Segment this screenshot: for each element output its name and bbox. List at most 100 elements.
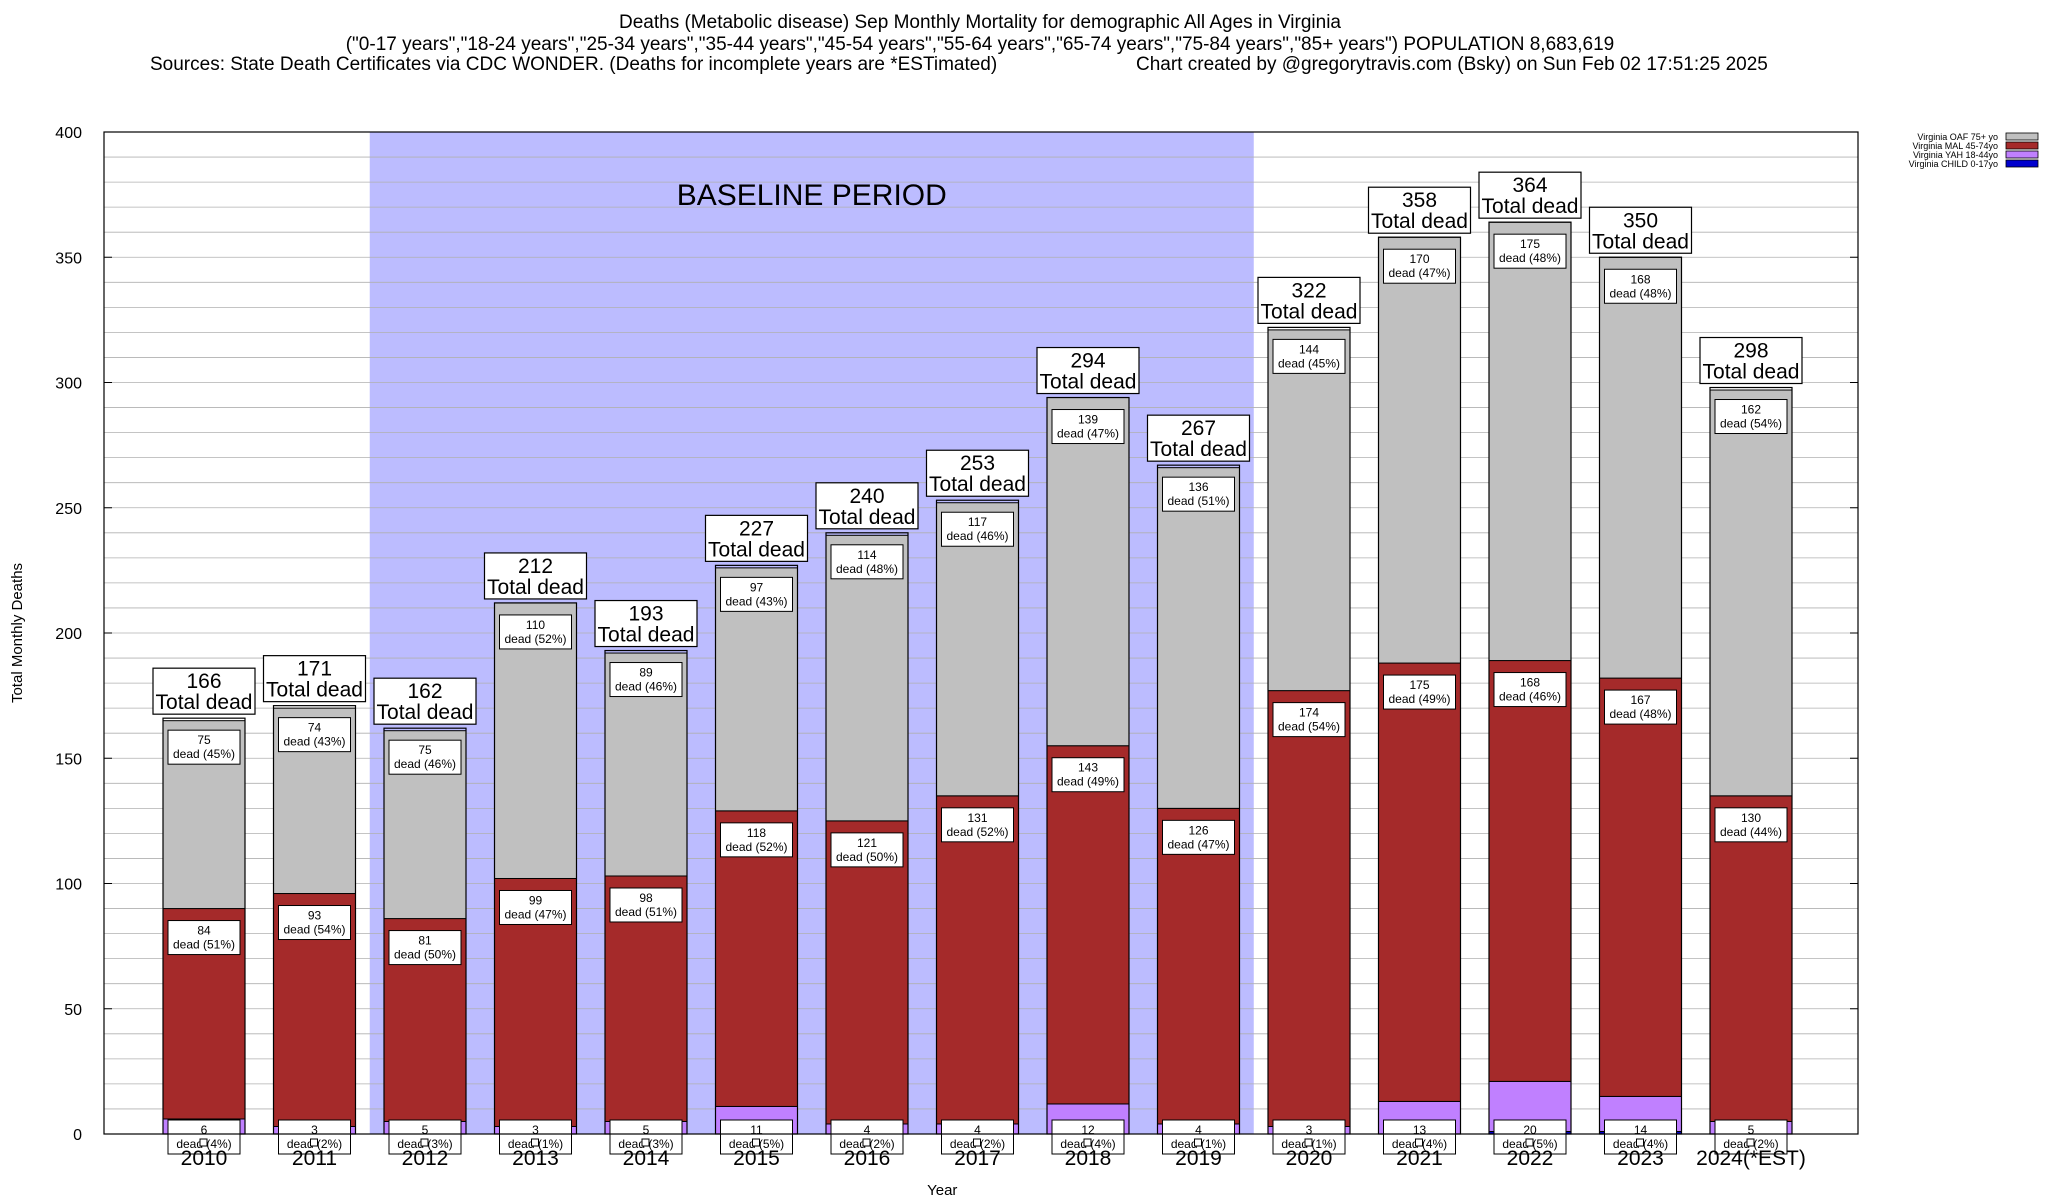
mal-value-label-box bbox=[720, 822, 793, 858]
legend-swatch-oaf bbox=[2005, 132, 2039, 141]
total-suffix-label: Total dead bbox=[819, 506, 916, 529]
yah-value-label-box bbox=[278, 1119, 351, 1155]
mal-value-label: 81 bbox=[418, 934, 432, 948]
total-label-box bbox=[594, 599, 698, 648]
y-axis-title: Total Monthly Deaths bbox=[9, 563, 26, 703]
oaf-value-label: 168 bbox=[1630, 272, 1650, 286]
total-suffix-label: Total dead bbox=[377, 701, 474, 724]
mal-value-label-pct: dead (54%) bbox=[283, 923, 345, 937]
bar-oaf bbox=[1267, 329, 1351, 692]
yah-value-label-box bbox=[388, 1119, 462, 1155]
mal-value-label-pct: dead (49%) bbox=[1388, 692, 1450, 706]
mal-value-label: 126 bbox=[1188, 823, 1208, 837]
child-marker bbox=[641, 1138, 650, 1147]
mal-value-label-box bbox=[1272, 702, 1346, 738]
bar-oaf bbox=[1378, 236, 1461, 664]
total-value-label: 298 bbox=[1733, 340, 1768, 363]
total-label-box bbox=[704, 514, 809, 562]
mal-value-label-box bbox=[1493, 672, 1567, 708]
yah-value-label-box bbox=[1714, 1119, 1788, 1155]
yah-value-label-box bbox=[830, 1119, 904, 1155]
yah-value-label-box bbox=[941, 1119, 1014, 1155]
mal-value-label-box bbox=[499, 889, 572, 925]
mal-value-label: 174 bbox=[1299, 706, 1319, 720]
total-suffix-label: Total dead bbox=[1371, 210, 1468, 233]
bar-oaf bbox=[1599, 256, 1682, 679]
total-value-label: 240 bbox=[849, 485, 884, 508]
total-label-box bbox=[373, 677, 477, 725]
chart-subtitle: ("0-17 years","18-24 years","25-34 years… bbox=[345, 34, 1615, 55]
yah-value-label: 4 bbox=[974, 1123, 981, 1137]
oaf-value-label-box bbox=[1714, 399, 1788, 435]
x-tick-label: 2016 bbox=[844, 1147, 891, 1170]
mal-value-label: 93 bbox=[308, 909, 322, 923]
yah-value-label: 5 bbox=[643, 1123, 650, 1137]
oaf-value-label-box bbox=[499, 614, 572, 650]
y-tick-label: 350 bbox=[55, 250, 82, 267]
mal-value-label-pct: dead (51%) bbox=[615, 905, 677, 919]
child-marker bbox=[862, 1138, 871, 1147]
oaf-value-label-pct: dead (48%) bbox=[1609, 286, 1671, 300]
yah-value-label: 12 bbox=[1081, 1123, 1095, 1137]
x-tick-label: 2015 bbox=[733, 1147, 780, 1170]
yah-value-label-box bbox=[1493, 1119, 1567, 1155]
oaf-value-label: 117 bbox=[968, 515, 987, 529]
yah-value-label-box bbox=[167, 1119, 241, 1155]
yah-value-label-box bbox=[499, 1119, 572, 1155]
legend-swatch-mal bbox=[2005, 141, 2039, 150]
bar-mal bbox=[1709, 795, 1793, 1122]
oaf-value-label: 97 bbox=[750, 580, 764, 594]
bar-oaf bbox=[1157, 467, 1240, 809]
mal-value-label-pct: dead (49%) bbox=[1057, 775, 1119, 789]
bar-mal bbox=[1599, 677, 1682, 1097]
x-tick-label: 2021 bbox=[1396, 1147, 1443, 1170]
oaf-value-label-box bbox=[830, 544, 904, 580]
oaf-value-label-pct: dead (51%) bbox=[1167, 494, 1229, 508]
chart-title-block: Deaths (Metabolic disease) Sep Monthly M… bbox=[0, 12, 1960, 56]
mal-value-label: 130 bbox=[1741, 811, 1761, 825]
yah-value-label: 4 bbox=[1195, 1123, 1202, 1137]
mal-value-label: 143 bbox=[1078, 761, 1098, 775]
oaf-value-label-box bbox=[1051, 409, 1125, 445]
total-value-label: 294 bbox=[1070, 350, 1105, 373]
child-marker bbox=[310, 1138, 318, 1147]
total-label-box bbox=[1257, 276, 1361, 324]
oaf-value-label-pct: dead (46%) bbox=[394, 757, 456, 771]
mal-value-label-pct: dead (52%) bbox=[946, 825, 1008, 839]
oaf-value-label-box bbox=[167, 729, 241, 765]
oaf-value-label-box bbox=[1162, 476, 1235, 512]
mal-value-label-box bbox=[941, 807, 1014, 843]
bar-mal bbox=[1046, 745, 1130, 1105]
total-value-label: 358 bbox=[1402, 189, 1437, 212]
x-tick-label: 2010 bbox=[181, 1147, 228, 1170]
bar-oaf bbox=[1709, 389, 1793, 797]
oaf-value-label-box bbox=[609, 662, 683, 698]
x-tick-label: 2011 bbox=[292, 1147, 337, 1170]
chart-title: Deaths (Metabolic disease) Sep Monthly M… bbox=[619, 12, 1341, 33]
total-label-box bbox=[1036, 346, 1140, 395]
oaf-value-label: 89 bbox=[639, 666, 653, 680]
mal-value-label-box bbox=[1604, 689, 1677, 725]
oaf-value-label: 175 bbox=[1520, 237, 1540, 251]
oaf-value-label-pct: dead (48%) bbox=[836, 562, 898, 576]
oaf-value-label: 75 bbox=[418, 743, 432, 757]
mal-value-label: 175 bbox=[1409, 678, 1429, 692]
child-marker bbox=[1746, 1138, 1755, 1147]
y-tick-label: 0 bbox=[73, 1127, 82, 1144]
baseline-period-label: BASELINE PERIOD bbox=[677, 179, 947, 212]
mal-value-label-pct: dead (54%) bbox=[1278, 720, 1340, 734]
oaf-value-label: 75 bbox=[197, 733, 211, 747]
total-suffix-label: Total dead bbox=[487, 576, 584, 599]
oaf-value-label-pct: dead (54%) bbox=[1720, 417, 1782, 431]
x-tick-label: 2019 bbox=[1175, 1147, 1222, 1170]
mal-value-label: 98 bbox=[639, 891, 653, 905]
mal-value-label-pct: dead (47%) bbox=[504, 907, 566, 921]
mal-value-label-box bbox=[1162, 819, 1235, 855]
total-suffix-label: Total dead bbox=[929, 473, 1026, 496]
oaf-value-label-pct: dead (43%) bbox=[283, 735, 345, 749]
total-value-label: 212 bbox=[518, 555, 553, 578]
oaf-value-label-box bbox=[941, 511, 1014, 547]
x-axis-title: Year bbox=[927, 1182, 957, 1199]
total-suffix-label: Total dead bbox=[156, 691, 253, 714]
total-label-box bbox=[262, 655, 367, 703]
